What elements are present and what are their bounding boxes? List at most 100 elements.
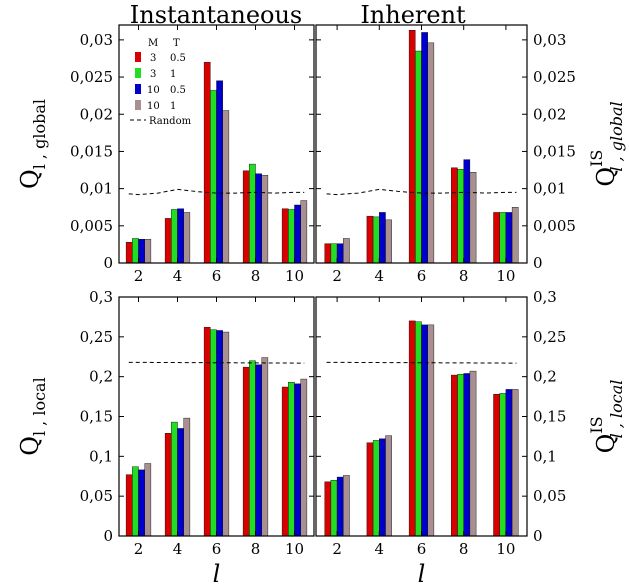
bar-top-left-10-s4 bbox=[300, 200, 308, 264]
legend-m-2: 3 bbox=[150, 69, 156, 80]
bar-bottom-left-2-s3 bbox=[138, 469, 145, 537]
bar-top-left-2-s3 bbox=[138, 238, 145, 264]
ytick-label-top-left-3: 0,015 bbox=[70, 142, 113, 160]
bar-bottom-right-2-s4 bbox=[343, 475, 350, 537]
bar-bottom-right-4-s4 bbox=[385, 435, 392, 537]
ytick-label-bottom-right-5: 0,25 bbox=[533, 328, 566, 346]
bar-top-right-8-s4 bbox=[469, 172, 477, 264]
bar-top-left-10-s2 bbox=[288, 209, 295, 264]
bar-bottom-right-4-s1 bbox=[366, 442, 374, 537]
bar-top-right-2-s1 bbox=[324, 243, 332, 264]
ytick-label-top-right-0: 0 bbox=[533, 254, 543, 272]
ytick-label-top-right-6: 0,03 bbox=[533, 31, 566, 49]
bar-bottom-left-10-s3 bbox=[294, 383, 301, 537]
ytick-label-bottom-left-6: 0,3 bbox=[89, 288, 113, 306]
bar-top-left-8-s2 bbox=[249, 163, 256, 264]
bar-top-right-2-s3 bbox=[336, 243, 344, 264]
ytick-label-top-left-2: 0,01 bbox=[80, 180, 113, 198]
xtick-label-bottom-right-10: 10 bbox=[496, 540, 515, 558]
bar-top-right-6-s2 bbox=[415, 50, 422, 264]
bar-top-left-2-s4 bbox=[144, 238, 152, 264]
bar-top-right-4-s3 bbox=[379, 212, 386, 264]
xtick-label-top-left-2: 2 bbox=[134, 267, 144, 285]
panel-top-right: 0 0,005 0,01 0,015 0,02 0,025 0,03 2 4 6 8 10 QISl ,… bbox=[315, 24, 626, 285]
bar-top-left-10-s3 bbox=[294, 204, 301, 264]
bar-bottom-left-10-s2 bbox=[288, 382, 295, 537]
bar-bottom-right-10-s1 bbox=[493, 393, 500, 537]
legend-m-1: 3 bbox=[150, 53, 156, 64]
ylabel-bottom-right: QISl , local bbox=[587, 380, 626, 454]
random-line-bottom-right bbox=[326, 361, 517, 364]
legend-m-4: 10 bbox=[147, 101, 160, 112]
bar-top-right-2-s4 bbox=[343, 238, 350, 264]
ytick-label-top-right-4: 0,02 bbox=[533, 105, 566, 123]
bar-top-right-8-s2 bbox=[457, 169, 464, 264]
ytick-label-bottom-right-3: 0,15 bbox=[533, 408, 566, 426]
legend-header-t: T bbox=[173, 38, 180, 49]
panel-bottom-left: 0 0,05 0,1 0,15 0,2 0,25 0,3 2 4 6 8 10 l Ql , local bbox=[16, 288, 315, 588]
bar-bottom-right-2-s2 bbox=[330, 480, 338, 537]
xtick-label-bottom-right-8: 8 bbox=[459, 540, 469, 558]
bar-bottom-left-4-s2 bbox=[171, 421, 178, 537]
legend-swatch-1 bbox=[135, 52, 141, 62]
xlabel-bottom-right: l bbox=[418, 560, 426, 588]
xtick-label-bottom-right-4: 4 bbox=[375, 540, 385, 558]
xtick-label-bottom-right-6: 6 bbox=[417, 540, 427, 558]
legend-random-label: Random bbox=[149, 116, 192, 127]
legend-header-m: M bbox=[148, 38, 158, 49]
bar-bottom-left-8-s3 bbox=[255, 364, 262, 537]
bar-bottom-left-6-s1 bbox=[203, 327, 211, 537]
ytick-label-bottom-left-0: 0 bbox=[103, 527, 113, 545]
legend-t-1: 0.5 bbox=[170, 53, 186, 64]
ytick-label-top-left-1: 0,005 bbox=[70, 217, 113, 235]
bar-top-left-8-s4 bbox=[261, 175, 269, 264]
xtick-label-top-left-4: 4 bbox=[173, 267, 183, 285]
bar-bottom-right-10-s3 bbox=[505, 389, 513, 537]
ytick-label-bottom-right-4: 0,2 bbox=[533, 368, 557, 386]
bar-bottom-left-2-s2 bbox=[132, 466, 139, 537]
xtick-label-top-left-10: 10 bbox=[285, 267, 304, 285]
legend-t-2: 1 bbox=[170, 69, 176, 80]
ytick-label-bottom-right-2: 0,1 bbox=[533, 447, 557, 465]
bar-top-left-4-s2 bbox=[171, 209, 178, 264]
panel-bottom-right: 0 0,05 0,1 0,15 0,2 0,25 0,3 2 4 6 8 10 l QISl , loca… bbox=[315, 288, 626, 588]
bar-bottom-left-6-s2 bbox=[210, 329, 217, 537]
bar-top-left-8-s1 bbox=[242, 170, 250, 264]
xtick-label-bottom-left-6: 6 bbox=[212, 540, 222, 558]
ytick-label-top-left-6: 0,03 bbox=[80, 31, 113, 49]
bar-bottom-right-8-s1 bbox=[451, 374, 458, 537]
bar-bottom-right-8-s4 bbox=[469, 370, 477, 537]
xtick-label-top-left-6: 6 bbox=[212, 267, 222, 285]
bar-bottom-left-2-s1 bbox=[125, 474, 133, 537]
bar-bottom-left-2-s4 bbox=[144, 463, 152, 537]
legend-m-3: 10 bbox=[147, 85, 160, 96]
bar-bottom-right-2-s3 bbox=[336, 476, 344, 537]
bar-top-left-6-s1 bbox=[203, 61, 211, 264]
legend-swatch-2 bbox=[135, 68, 141, 78]
bar-top-left-4-s4 bbox=[183, 212, 191, 264]
bar-bottom-right-8-s2 bbox=[457, 374, 464, 537]
xtick-label-top-right-6: 6 bbox=[417, 267, 427, 285]
ytick-label-bottom-right-6: 0,3 bbox=[533, 288, 557, 306]
column-title-instantaneous: Instantaneous bbox=[130, 1, 303, 29]
random-line-top-left bbox=[128, 188, 305, 196]
bar-top-right-10-s2 bbox=[499, 212, 507, 264]
bar-bottom-right-6-s4 bbox=[427, 324, 435, 537]
legend-t-4: 1 bbox=[170, 101, 176, 112]
bar-bottom-right-2-s1 bbox=[324, 481, 332, 537]
bar-bottom-left-8-s1 bbox=[242, 366, 250, 537]
xtick-label-bottom-left-10: 10 bbox=[285, 540, 304, 558]
ytick-label-bottom-left-1: 0,05 bbox=[80, 487, 113, 505]
ylabel-bottom-left: Ql , local bbox=[16, 377, 49, 455]
bar-bottom-right-6-s2 bbox=[415, 321, 422, 537]
bar-bottom-left-4-s1 bbox=[164, 433, 172, 537]
legend: M T 3 0.5 3 1 10 0.5 10 1 Random bbox=[130, 38, 192, 127]
ytick-label-bottom-left-4: 0,2 bbox=[89, 368, 113, 386]
bar-bottom-right-6-s1 bbox=[408, 320, 416, 537]
bar-bottom-right-4-s3 bbox=[379, 438, 386, 537]
xtick-label-top-right-10: 10 bbox=[496, 267, 515, 285]
ytick-label-bottom-left-3: 0,15 bbox=[80, 408, 113, 426]
bar-bottom-left-10-s4 bbox=[300, 378, 308, 537]
bar-bottom-right-10-s2 bbox=[499, 393, 507, 537]
